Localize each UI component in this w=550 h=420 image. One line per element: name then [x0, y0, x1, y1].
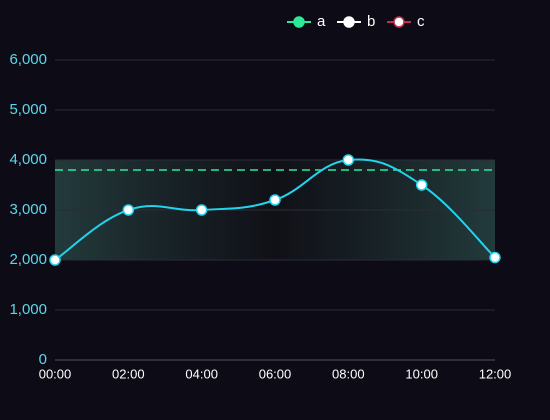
point [342, 154, 355, 166]
y-tick-label: 0 [39, 351, 47, 368]
y-tick-label: 6,000 [9, 51, 47, 68]
legend-label: c [417, 13, 425, 30]
legend-label: b [367, 13, 375, 30]
point [489, 251, 501, 264]
x-tick-label: 00:00 [39, 366, 72, 381]
x-tick-label: 02:00 [112, 366, 145, 381]
legend-symbol [293, 16, 305, 28]
x-tick-label: 10:00 [405, 366, 438, 381]
point [415, 179, 428, 191]
x-tick-label: 08:00 [332, 366, 365, 381]
y-tick-label: 5,000 [9, 101, 47, 118]
x-tick-label: 06:00 [259, 366, 292, 381]
x-tick-label: 04:00 [185, 366, 218, 381]
legend-symbol [343, 16, 355, 28]
point [49, 254, 61, 266]
y-tick-label: 2,000 [9, 251, 47, 268]
y-tick-label: 4,000 [9, 151, 47, 168]
y-tick-label: 3,000 [9, 201, 47, 218]
point [122, 204, 135, 216]
legend-symbol [393, 16, 405, 28]
point [269, 194, 281, 206]
y-tick-label: 1,000 [9, 301, 47, 318]
x-tick-label: 12:00 [479, 366, 512, 381]
point [195, 204, 208, 216]
legend-label: a [317, 13, 326, 30]
